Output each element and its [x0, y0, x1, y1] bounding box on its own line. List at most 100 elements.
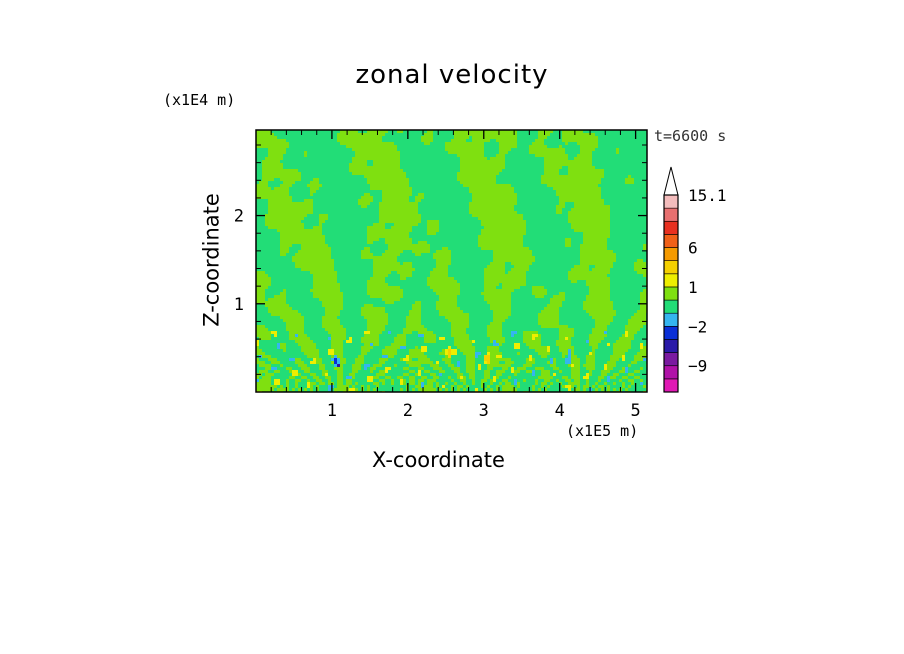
field-cell: [559, 292, 566, 296]
field-cell: [517, 385, 521, 389]
field-cell: [634, 382, 641, 386]
field-cell: [460, 157, 488, 161]
field-cell: [310, 379, 317, 383]
field-cell: [469, 313, 494, 317]
field-cell: [325, 310, 341, 314]
field-cell: [553, 361, 557, 365]
field-cell: [457, 352, 464, 356]
field-cell: [487, 361, 491, 365]
field-cell: [529, 247, 581, 251]
field-cell: [319, 367, 326, 371]
field-cell: [334, 385, 338, 389]
field-cell: [367, 235, 410, 239]
field-cell: [409, 355, 428, 359]
field-cell: [562, 145, 581, 149]
field-cell: [589, 337, 605, 341]
field-cell: [388, 316, 407, 320]
field-cell: [601, 181, 626, 185]
field-cell: [400, 346, 407, 350]
field-cell: [295, 340, 314, 344]
field-cell: [457, 280, 485, 284]
field-cell: [268, 310, 299, 314]
field-cell: [592, 268, 611, 272]
field-cell: [277, 388, 290, 392]
field-cell: [382, 349, 398, 353]
field-cell: [352, 340, 362, 344]
field-cell: [493, 343, 500, 347]
field-cell: [352, 370, 359, 374]
field-cell: [367, 160, 374, 164]
field-cell: [586, 388, 590, 392]
field-cell: [490, 139, 497, 143]
field-cell: [421, 382, 425, 386]
field-cell: [586, 283, 611, 287]
field-cell: [505, 361, 515, 365]
field-cell: [505, 337, 524, 341]
field-cell: [490, 379, 494, 383]
field-cell: [406, 319, 422, 323]
field-cell: [565, 361, 572, 365]
field-cell: [517, 367, 527, 371]
field-cell: [550, 379, 557, 383]
field-cell: [343, 367, 353, 371]
field-cell: [547, 346, 551, 350]
field-cell: [373, 262, 401, 266]
field-cell: [421, 214, 473, 218]
field-cell: [616, 151, 620, 155]
field-cell: [511, 184, 548, 188]
field-cell: [367, 292, 404, 296]
field-cell: [517, 388, 533, 392]
field-cell: [487, 157, 491, 161]
field-cell: [430, 271, 449, 275]
field-cell: [616, 340, 632, 344]
field-cell: [466, 379, 473, 383]
field-cell: [256, 241, 281, 245]
field-cell: [544, 172, 560, 176]
field-cell: [559, 319, 596, 323]
field-cell: [271, 313, 302, 317]
field-cell: [349, 388, 356, 392]
field-cell: [520, 385, 533, 389]
field-cell: [349, 169, 404, 173]
field-cell: [592, 328, 608, 332]
field-cell: [433, 253, 452, 257]
field-cell: [559, 307, 584, 311]
field-cell: [271, 382, 275, 386]
field-cell: [343, 301, 386, 305]
field-cell: [364, 388, 368, 392]
field-cell: [283, 319, 305, 323]
field-cell: [385, 226, 392, 230]
field-cell: [325, 313, 341, 317]
field-cell: [532, 355, 542, 359]
field-cell: [475, 373, 485, 377]
field-cell: [382, 253, 401, 257]
field-cell: [268, 286, 314, 290]
field-cell: [256, 175, 263, 179]
field-cell: [508, 367, 512, 371]
field-cell: [469, 211, 518, 215]
field-cell: [256, 223, 266, 227]
field-cell: [265, 271, 311, 275]
field-cell: [514, 205, 557, 209]
field-cell: [613, 388, 617, 392]
field-cell: [511, 382, 515, 386]
field-cell: [271, 337, 290, 341]
field-cell: [451, 139, 467, 143]
field-cell: [256, 190, 290, 194]
field-cell: [409, 181, 461, 185]
field-cell: [367, 388, 371, 392]
field-cell: [592, 157, 647, 161]
field-cell: [400, 166, 461, 170]
field-cell: [394, 340, 407, 344]
field-cell: [361, 196, 374, 200]
field-cell: [601, 196, 647, 200]
field-cell: [496, 154, 506, 158]
field-cell: [439, 295, 458, 299]
field-cell: [385, 346, 401, 350]
field-cell: [259, 364, 272, 368]
field-cell: [298, 169, 350, 173]
field-cell: [475, 361, 485, 365]
field-cell: [580, 376, 584, 380]
field-cell: [535, 373, 542, 377]
field-cell: [580, 388, 584, 392]
